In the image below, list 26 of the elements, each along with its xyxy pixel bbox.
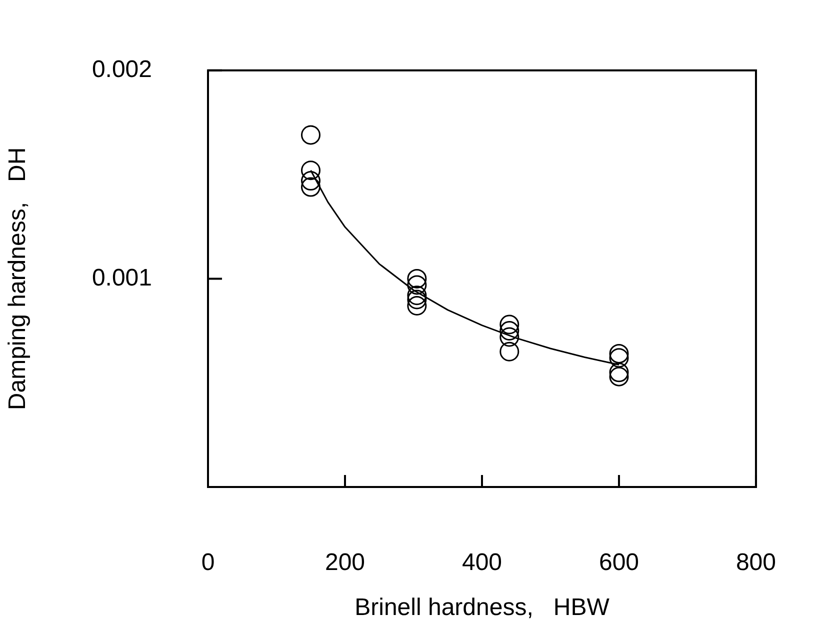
point <box>407 286 427 306</box>
point <box>407 275 427 295</box>
point <box>609 366 629 386</box>
point <box>609 344 629 364</box>
x-tick-label: 400 <box>462 549 502 576</box>
y-axis-title: Damping hardness, DH <box>4 147 32 410</box>
point <box>609 348 629 368</box>
point <box>300 177 320 197</box>
point <box>500 314 520 334</box>
x-tick-label: 800 <box>736 549 776 576</box>
point <box>300 125 320 145</box>
point <box>500 342 520 362</box>
x-tick-label: 0 <box>201 549 215 576</box>
point <box>407 290 427 310</box>
point <box>300 160 320 180</box>
point <box>300 171 320 191</box>
x-axis-title: Brinell hardness, HBW <box>354 594 610 622</box>
x-tick-label: 600 <box>598 549 640 576</box>
point <box>609 362 629 382</box>
point <box>500 321 520 341</box>
point <box>500 327 520 347</box>
x-tick-label: 200 <box>324 549 366 576</box>
y-tick-label: 0.001 <box>92 264 152 292</box>
point <box>407 268 427 288</box>
point <box>407 296 427 316</box>
y-tick-label: 0.002 <box>92 56 152 84</box>
